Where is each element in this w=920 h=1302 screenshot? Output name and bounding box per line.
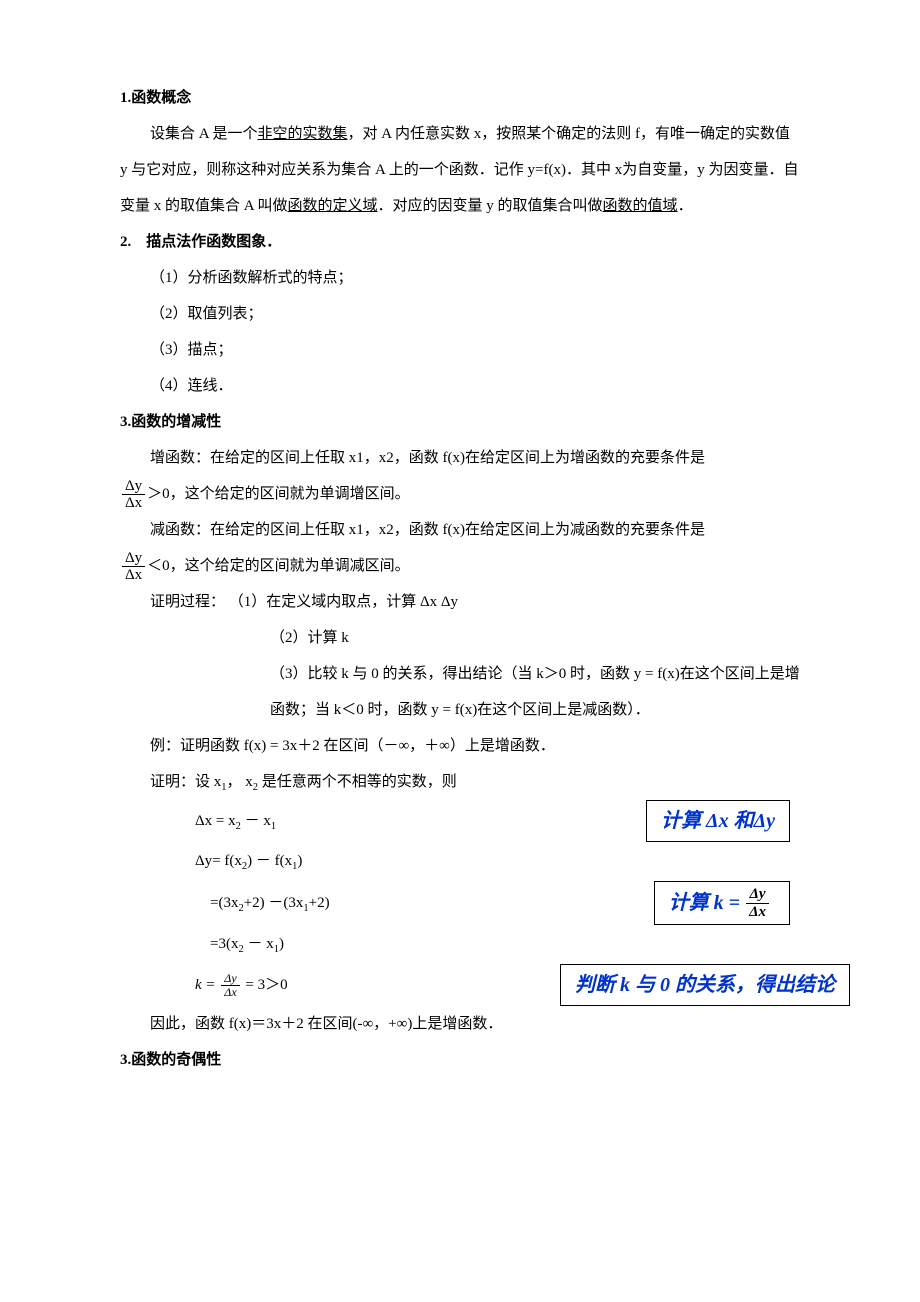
conclusion: 因此，函数 f(x)＝3x＋2 在区间(-∞，+∞)上是增函数．: [120, 1006, 800, 1042]
denominator: Δx: [122, 567, 145, 584]
fraction-k: Δy Δx: [746, 886, 769, 920]
callout-compute-deltas: 计算 Δx 和Δy: [646, 800, 790, 842]
decreasing-func-para: 减函数：在给定的区间上任取 x1，x2，函数 f(x)在给定区间上为减函数的充要…: [120, 512, 800, 584]
text: ．对应的因变量 y 的取值集合叫做: [378, 198, 603, 214]
fraction-dy-dx-small: Δy Δx: [221, 972, 239, 999]
fraction-dy-dx: Δy Δx: [122, 550, 145, 584]
var-x1: x1: [214, 774, 227, 790]
list-item: （3）描点；: [120, 332, 800, 368]
equation-k: k = Δy Δx = 3＞0: [120, 966, 494, 1005]
numerator: Δy: [122, 478, 145, 496]
fraction-dy-dx: Δy Δx: [122, 478, 145, 512]
denominator: Δx: [122, 495, 145, 512]
callout-text: 计算 Δx 和Δy: [661, 805, 775, 837]
equation-factor: =3(x2 － x1): [120, 925, 800, 964]
text: 证明过程：: [150, 594, 225, 610]
list-item: （4）连线．: [120, 368, 800, 404]
numerator: Δy: [122, 550, 145, 568]
section-1-heading: 1.函数概念: [120, 80, 800, 116]
text: 是任意两个不相等的实数，则: [262, 774, 457, 790]
equation-expand: =(3x2+2) －(3x1+2): [120, 884, 494, 923]
text: ＞0，这个给定的区间就为单调增区间。: [147, 486, 410, 502]
list-item: （1）分析函数解析式的特点；: [120, 260, 800, 296]
denominator: Δx: [746, 904, 769, 921]
underlined-term: 函数的值域: [603, 198, 678, 214]
proof-step: （2）计算 k: [120, 620, 800, 656]
proof-process: 证明过程： （1）在定义域内取点，计算 Δx Δy: [120, 584, 800, 620]
section-1-paragraph: 设集合 A 是一个非空的实数集，对 A 内任意实数 x，按照某个确定的法则 f，…: [120, 116, 800, 224]
numerator: Δy: [746, 886, 769, 904]
expand-row: =(3x2+2) －(3x1+2) 计算 k = Δy Δx: [120, 881, 800, 925]
text: ．: [678, 198, 693, 214]
text: 设集合 A 是一个: [150, 126, 258, 142]
delta-x-row: Δx = x2 － x1 计算 Δx 和Δy: [120, 800, 800, 842]
list-item: （2）取值列表；: [120, 296, 800, 332]
callout-text: 判断 k 与 0 的关系，得出结论: [575, 969, 835, 1001]
section-2-heading: 2. 描点法作函数图象．: [120, 224, 800, 260]
text: 减函数：在给定的区间上任取 x1，x2，函数 f(x)在给定区间上为减函数的充要…: [150, 522, 705, 538]
increasing-func-para: 增函数：在给定的区间上任取 x1，x2，函数 f(x)在给定区间上为增函数的充要…: [120, 440, 800, 512]
proof-setup: 证明：设 x1， x2 是任意两个不相等的实数，则: [120, 764, 800, 800]
section-4-heading: 3.函数的奇偶性: [120, 1042, 800, 1078]
section-3-heading: 3.函数的增减性: [120, 404, 800, 440]
callout-compute-k: 计算 k = Δy Δx: [654, 881, 790, 925]
text: 证明：设: [150, 774, 210, 790]
example: 例：证明函数 f(x) = 3x＋2 在区间（－∞，＋∞）上是增函数．: [120, 728, 800, 764]
callout-text: 计算 k =: [669, 887, 740, 919]
text: （3）比较 k 与 0 的关系，得出结论（当 k＞0 时，函数 y = f(x)…: [270, 666, 800, 718]
equation-dy: Δy= f(x2) － f(x1): [120, 842, 800, 881]
text: （1）在定义域内取点，计算 Δx Δy: [229, 594, 458, 610]
denominator: Δx: [221, 986, 239, 999]
text: = 3＞0: [245, 977, 287, 993]
underlined-term: 非空的实数集: [258, 126, 348, 142]
k-row: k = Δy Δx = 3＞0 判断 k 与 0 的关系，得出结论: [120, 964, 800, 1006]
text: 增函数：在给定的区间上任取 x1，x2，函数 f(x)在给定区间上为增函数的充要…: [150, 450, 705, 466]
document-page: 1.函数概念 设集合 A 是一个非空的实数集，对 A 内任意实数 x，按照某个确…: [0, 0, 920, 1118]
proof-step: （3）比较 k 与 0 的关系，得出结论（当 k＞0 时，函数 y = f(x)…: [120, 656, 800, 728]
underlined-term: 函数的定义域: [288, 198, 378, 214]
text: ＜0，这个给定的区间就为单调减区间。: [147, 558, 410, 574]
var-x2: x2: [245, 774, 258, 790]
callout-conclusion: 判断 k 与 0 的关系，得出结论: [560, 964, 850, 1006]
numerator: Δy: [221, 972, 239, 986]
equation-dx: Δx = x2 － x1: [120, 802, 494, 841]
